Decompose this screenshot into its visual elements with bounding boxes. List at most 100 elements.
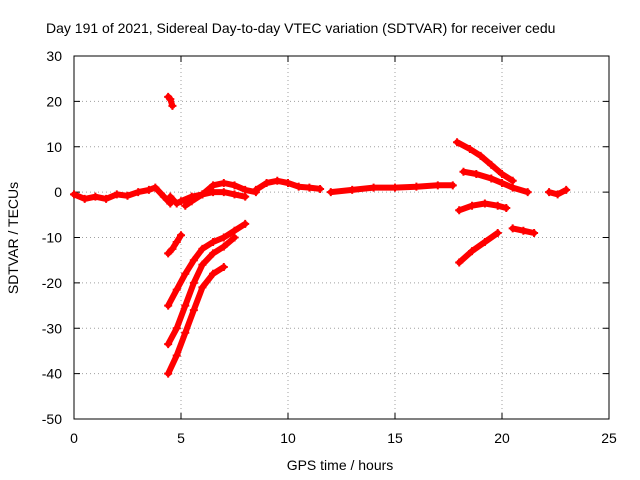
data-point	[181, 201, 190, 210]
series-trace-steep-1	[164, 231, 185, 258]
data-point	[164, 340, 173, 349]
data-point	[172, 285, 181, 294]
data-point	[230, 181, 239, 190]
y-tick-label: -30	[42, 320, 62, 336]
chart-title: Day 191 of 2021, Sidereal Day-to-day VTE…	[46, 20, 555, 36]
series-trace	[456, 230, 501, 266]
data-point	[172, 324, 181, 333]
data-point	[468, 201, 477, 210]
data-point	[294, 182, 303, 191]
data-point	[480, 199, 489, 208]
data-point	[219, 179, 228, 188]
series-trace-spike-high	[164, 92, 177, 110]
series-trace	[454, 139, 516, 184]
data-point	[305, 183, 314, 192]
data-point	[468, 247, 477, 256]
y-tick-label: 30	[46, 48, 62, 64]
data-point	[493, 201, 502, 210]
data-point	[433, 181, 442, 190]
data-point	[209, 188, 218, 197]
data-point	[530, 228, 539, 237]
data-point	[480, 238, 489, 247]
data-point	[241, 185, 250, 194]
data-point	[508, 183, 517, 192]
data-point	[112, 190, 121, 199]
x-tick-label: 15	[387, 430, 403, 446]
data-point	[316, 184, 325, 193]
x-tick-label: 5	[177, 430, 185, 446]
x-tick-label: 20	[494, 430, 510, 446]
data-point	[151, 183, 160, 192]
data-point	[487, 160, 496, 169]
data-point	[209, 269, 218, 278]
y-tick-label: -50	[42, 411, 62, 427]
data-point	[209, 238, 218, 247]
data-point	[181, 269, 190, 278]
series-trace-mid-dip	[166, 188, 250, 208]
data-point	[508, 176, 517, 185]
data-point	[230, 190, 239, 199]
data-point	[134, 188, 143, 197]
data-point	[487, 174, 496, 183]
data-point	[348, 185, 357, 194]
data-point	[562, 185, 571, 194]
data-point	[209, 249, 218, 258]
series-trace-steep-3	[164, 233, 239, 349]
data-point	[168, 244, 177, 253]
data-point	[144, 185, 153, 194]
data-point	[164, 369, 173, 378]
data-point	[219, 233, 228, 242]
series-trace-steep-2	[164, 219, 250, 310]
series-trace-late-end	[545, 185, 571, 199]
x-tick-labels: 0 5 10 15 20 25	[70, 430, 617, 446]
y-tick-label: -20	[42, 275, 62, 291]
data-point	[123, 191, 132, 200]
data-point	[412, 182, 421, 191]
data-point	[523, 188, 532, 197]
data-point	[241, 219, 250, 228]
grid-lines	[74, 56, 609, 419]
series-trace-late-decline-b	[459, 167, 532, 197]
data-point	[472, 169, 481, 178]
data-point	[219, 188, 228, 197]
data-point	[230, 233, 239, 242]
data-point	[498, 169, 506, 178]
y-tick-label: -40	[42, 366, 62, 382]
y-axis-label: SDTVAR / TECUs	[5, 182, 21, 294]
data-point	[198, 244, 207, 253]
data-point	[502, 204, 511, 213]
data-point	[519, 226, 528, 235]
data-point	[164, 301, 173, 310]
data-point	[102, 194, 111, 203]
data-point	[198, 190, 207, 199]
data-point	[181, 301, 190, 310]
x-tick-label: 25	[601, 430, 617, 446]
data-point	[91, 192, 100, 201]
data-point	[168, 101, 177, 110]
data-point	[187, 192, 196, 201]
data-point	[189, 278, 198, 287]
y-tick-label: -10	[42, 230, 62, 246]
data-point	[508, 224, 517, 233]
series-trace-baseline-early	[70, 183, 175, 208]
data-point	[164, 249, 173, 258]
data-point	[459, 167, 468, 176]
data-point	[181, 328, 190, 337]
data-point	[209, 181, 218, 190]
y-tick-label: 20	[46, 93, 62, 109]
data-point	[369, 183, 378, 192]
data-point	[553, 190, 562, 199]
data-point	[455, 258, 464, 267]
series-trace-late-rise	[455, 228, 502, 267]
x-axis-label: GPS time / hours	[287, 457, 394, 473]
data-point	[448, 181, 457, 190]
data-point	[241, 192, 250, 201]
data-point	[70, 190, 78, 199]
series-trace	[165, 234, 238, 348]
data-point	[273, 176, 282, 185]
data-point	[172, 199, 181, 208]
y-tick-labels: -50 -40 -30 -20 -10 0 10 20 30	[42, 48, 62, 427]
data-point	[166, 192, 175, 201]
data-point	[198, 260, 207, 269]
